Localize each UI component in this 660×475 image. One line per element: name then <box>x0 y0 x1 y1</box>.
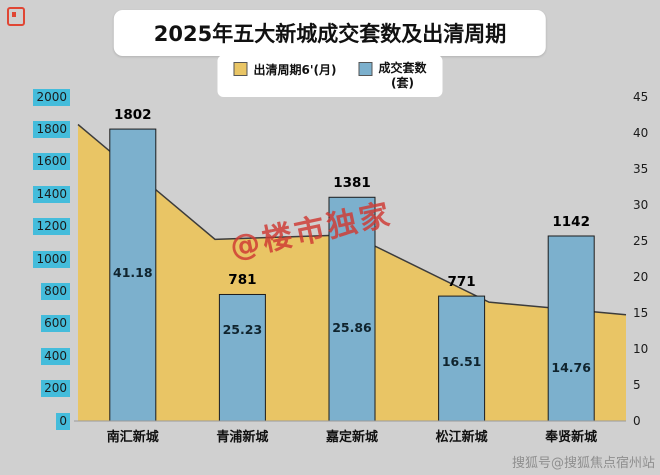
bar-青浦新城 <box>218 293 266 422</box>
legend-swatch-bar-icon <box>358 62 373 76</box>
legend-bar-unit: (套) <box>391 76 414 90</box>
corner-logo-icon <box>7 7 25 26</box>
bar-南汇新城 <box>109 128 157 422</box>
bar-松江新城 <box>438 295 486 422</box>
legend-item-area: 出清周期6'(月) <box>233 61 336 78</box>
legend-area-label: 出清周期6'(月) <box>253 63 337 77</box>
legend: 出清周期6'(月) 成交套数 (套) <box>217 55 443 97</box>
bar-奉贤新城 <box>547 235 595 422</box>
chart-title: 2025年五大新城成交套数及出清周期 <box>113 10 547 56</box>
legend-bar-label: 成交套数 <box>378 61 427 75</box>
chart-title-text: 2025年五大新城成交套数及出清周期 <box>153 22 507 46</box>
legend-item-bar: 成交套数 (套) <box>358 61 427 91</box>
source-attribution: 搜狐号@搜狐焦点宿州站 <box>511 456 655 471</box>
legend-swatch-area-icon <box>233 62 248 76</box>
